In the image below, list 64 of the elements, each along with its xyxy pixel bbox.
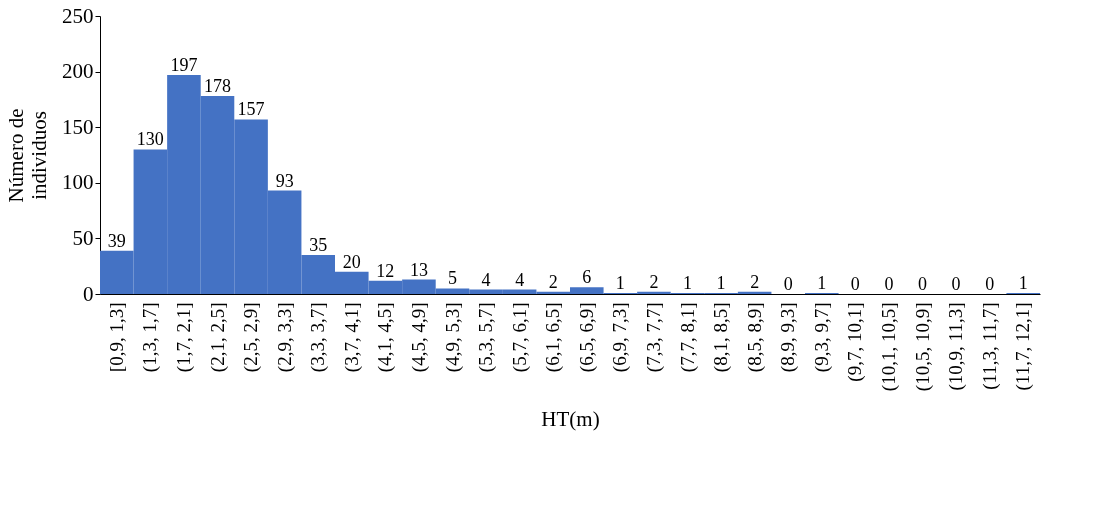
data-label: 2 [750, 271, 760, 292]
data-label: 4 [481, 269, 491, 290]
x-tick-label: (10,9, 11,3] [945, 302, 968, 391]
x-tick-label: (8,9, 9,3] [777, 302, 800, 373]
x-tick-label: (6,1, 6,5] [542, 302, 565, 373]
x-tick-label: (2,1, 2,5] [206, 302, 229, 373]
x-tick-label: (2,9, 3,3] [273, 302, 296, 373]
data-label: 1 [817, 272, 827, 293]
x-tick-label: (4,5, 4,9] [407, 302, 430, 373]
x-tick-label: (6,9, 7,3] [609, 302, 632, 373]
data-label: 0 [783, 274, 793, 294]
x-tick-label: (10,1, 10,5] [877, 302, 900, 392]
data-label: 0 [850, 274, 860, 294]
x-tick-label: [0,9, 1,3] [105, 302, 127, 373]
x-tick-label: (7,3, 7,7] [642, 302, 665, 373]
x-tick-label: (7,7, 8,1] [676, 302, 699, 373]
data-label: 93 [275, 170, 294, 191]
x-tick-label: (5,7, 6,1] [508, 302, 531, 373]
data-label: 20 [342, 251, 361, 272]
data-label: 4 [515, 269, 525, 290]
x-tick-label: (9,7, 10,1] [844, 302, 867, 382]
x-tick-label: (6,5, 6,9] [575, 302, 598, 373]
x-tick-label: (2,5, 2,9] [240, 302, 263, 373]
y-tick-label: 0 [83, 281, 94, 306]
data-label: 1 [615, 272, 625, 293]
data-label: 2 [649, 271, 659, 292]
data-label: 0 [918, 274, 927, 294]
data-label: 1 [683, 272, 692, 293]
x-tick-label: (10,5, 10,9] [911, 302, 934, 392]
data-label: 178 [204, 76, 231, 97]
data-label: 12 [376, 260, 395, 281]
data-label: 0 [884, 274, 894, 294]
x-tick-label: (1,3, 1,7] [139, 302, 162, 373]
data-label: 130 [136, 129, 164, 150]
x-tick-label: (3,7, 4,1] [340, 302, 363, 373]
y-tick-label: 250 [62, 3, 94, 28]
x-tick-label: (1,7, 2,1] [172, 302, 195, 373]
data-label: 0 [951, 274, 961, 294]
y-tick-label: 150 [62, 114, 94, 139]
data-label: 35 [309, 235, 328, 256]
x-tick-label: (4,9, 5,3] [441, 302, 464, 373]
data-label: 1 [1018, 272, 1028, 293]
data-label: 2 [548, 271, 558, 292]
data-label: 157 [237, 99, 265, 120]
x-axis-title: HT(m) [541, 407, 600, 432]
data-label: 39 [107, 230, 126, 251]
data-label: 6 [582, 267, 592, 288]
x-tick-label: (3,3, 3,7] [307, 302, 330, 373]
x-tick-label: (8,1, 8,5] [710, 302, 733, 373]
data-label: 1 [716, 272, 726, 293]
x-tick-label: (11,3, 11,7] [978, 302, 1001, 390]
y-tick-label: 50 [72, 225, 94, 250]
x-tick-label: (9,3, 9,7] [810, 302, 833, 373]
data-label: 5 [448, 268, 457, 289]
x-tick-label: (4,1, 4,5] [374, 302, 397, 373]
x-tick-label: (8,5, 8,9] [743, 302, 766, 373]
data-label: 197 [170, 54, 198, 75]
y-axis-title: Número de individuos [4, 108, 51, 203]
data-label: 13 [409, 259, 428, 280]
y-tick-label: 100 [62, 170, 94, 195]
data-label: 0 [985, 274, 995, 294]
x-tick-label: (5,3, 5,7] [475, 302, 498, 373]
x-tick-label: (11,7, 12,1] [1012, 302, 1035, 391]
y-tick-label: 200 [62, 59, 94, 84]
